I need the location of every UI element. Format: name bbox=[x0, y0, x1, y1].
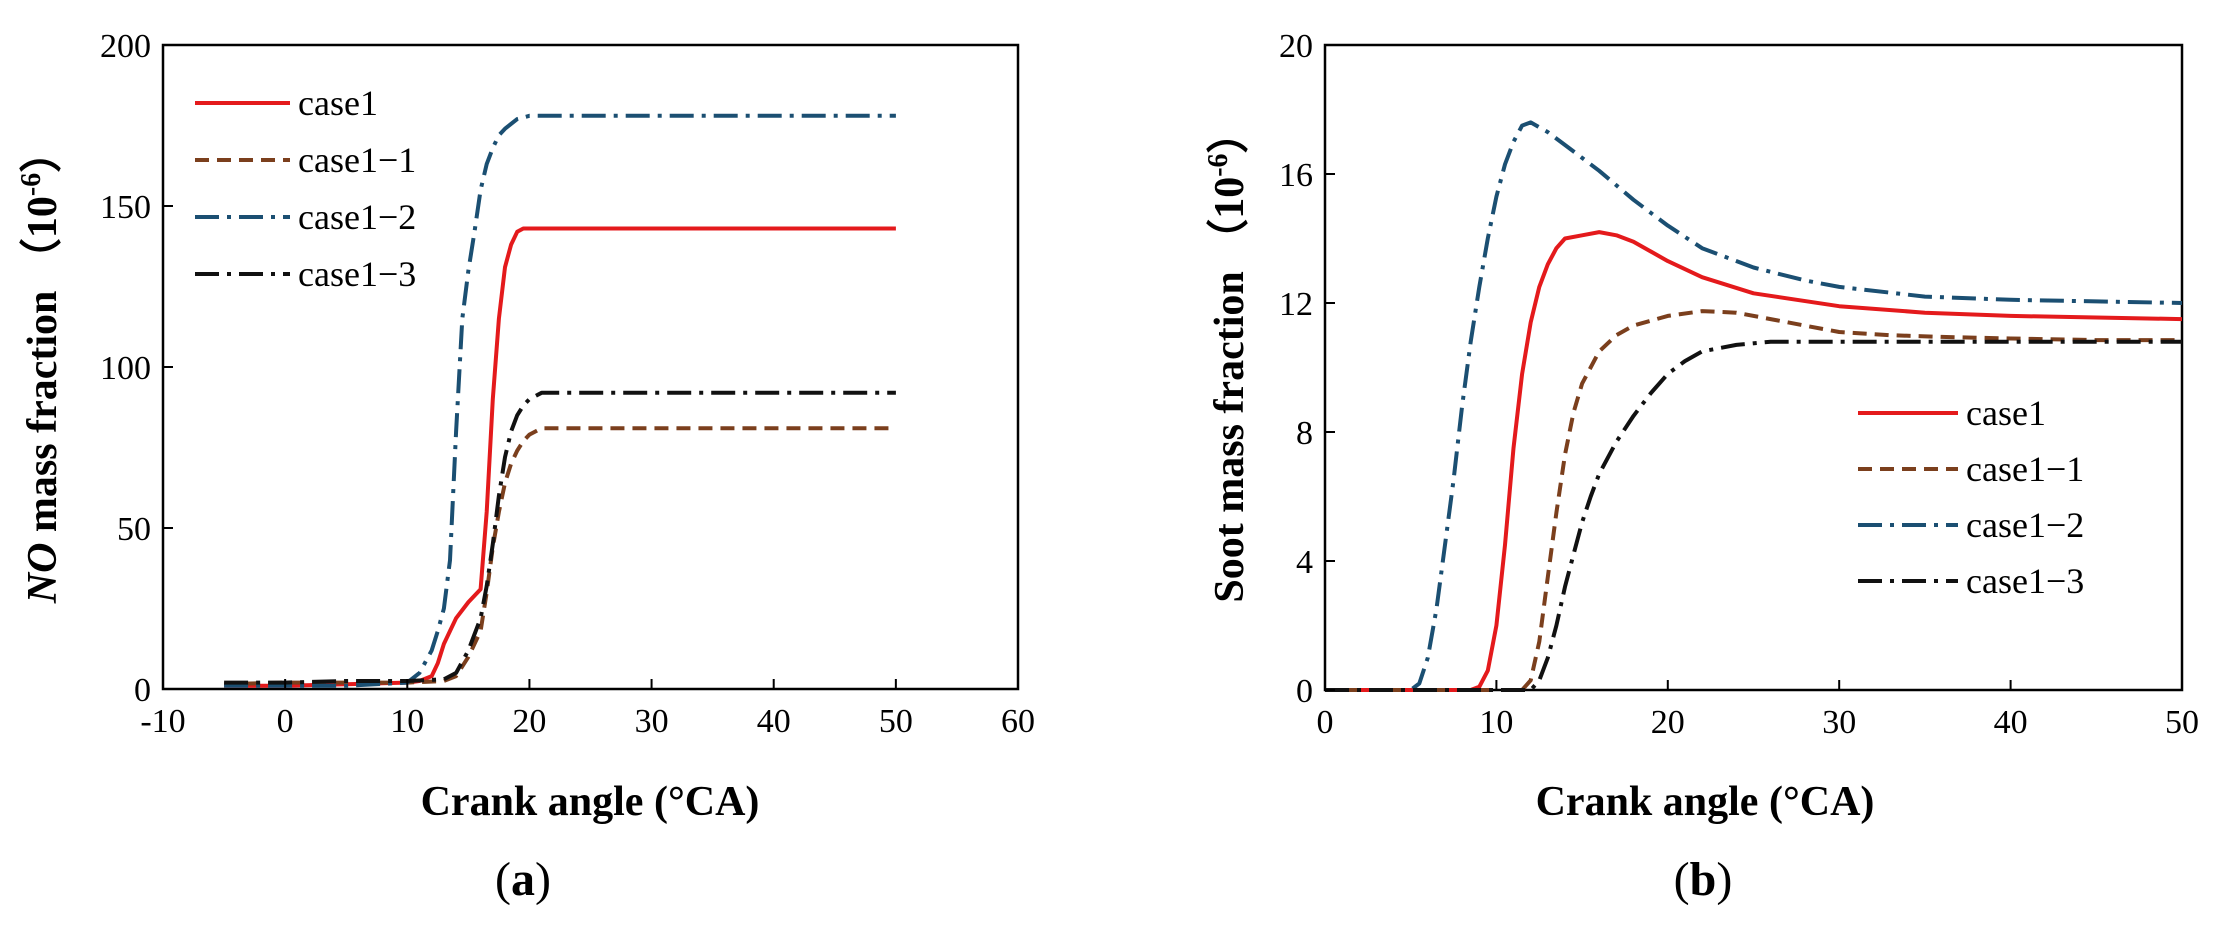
panel-a-y-axis-title-close: ） bbox=[19, 131, 66, 173]
panel-a-y-tick-label-1: 50 bbox=[117, 511, 151, 548]
panel-b-legend: case1 case1−1 case1−2 case1−3 bbox=[1858, 393, 2084, 601]
panel-a-series-case1 bbox=[224, 226, 896, 688]
panel-a-x-tick-label-0: -10 bbox=[140, 703, 185, 740]
panel-b-series-case1-3 bbox=[1325, 339, 2182, 692]
panel-b-y-tick-label-1: 4 bbox=[1296, 544, 1313, 581]
panel-b-series-case1-1 bbox=[1325, 309, 2182, 692]
panel-a-y-axis-title-prefix: NO bbox=[20, 543, 66, 605]
panel-a-legend-label-case1-1: case1−1 bbox=[298, 140, 416, 180]
panel-a-x-tick-label-3: 20 bbox=[512, 703, 546, 740]
panel-a-x-tick-label-2: 10 bbox=[390, 703, 424, 740]
panel-b-legend-label-case1: case1 bbox=[1966, 393, 2046, 433]
panel-a-legend: case1 case1−1 case1−2 case1−3 bbox=[195, 83, 416, 294]
panel-b-series-layer bbox=[1325, 120, 2183, 692]
panel-a-y-tick-label-3: 150 bbox=[100, 189, 151, 226]
panel-b-y-tick-label-4: 16 bbox=[1279, 157, 1313, 194]
panel-b-x-axis-title: Crank angle (°CA) bbox=[1536, 779, 1875, 825]
panel-b-x-tick-label-4: 40 bbox=[1994, 704, 2028, 741]
panel-b-y-tick-label-5: 20 bbox=[1279, 28, 1313, 65]
panel-b-y-axis-title: Soot mass fraction （10-6） bbox=[1203, 111, 1253, 602]
panel-a-x-tick-label-1: 0 bbox=[277, 703, 294, 740]
panel-a-legend-label-case1-2: case1−2 bbox=[298, 197, 416, 237]
panel-a-y-tick-label-0: 0 bbox=[134, 672, 151, 709]
panel-b-legend-label-case1-1: case1−1 bbox=[1966, 449, 2084, 489]
panel-b-y-tick-label-0: 0 bbox=[1296, 673, 1313, 710]
panel-a-legend-label-case1: case1 bbox=[298, 83, 378, 123]
panel-b-series-case1-2 bbox=[1325, 120, 2183, 692]
panel-a-x-tick-label-4: 30 bbox=[635, 703, 669, 740]
panel-b-soot-chart: 0 10 20 30 40 50 0 4 8 12 16 20 Crank angle (°CA) S… bbox=[1203, 28, 2199, 906]
panel-b-x-tick-label-2: 20 bbox=[1651, 704, 1685, 741]
panel-b-y-tick-label-3: 12 bbox=[1279, 286, 1313, 323]
panel-a-series-case1-3 bbox=[224, 390, 896, 685]
panel-b-y-axis-title-main: Soot mass fraction （10 bbox=[1206, 177, 1253, 603]
panel-a-x-tick-label-6: 50 bbox=[879, 703, 913, 740]
panel-a-y-axis-title-main: mass fraction （10 bbox=[19, 196, 66, 542]
panel-b-label: (b) bbox=[1674, 853, 1733, 906]
panel-a-series-case1-1 bbox=[224, 426, 896, 687]
panel-b-y-axis-title-close: ） bbox=[1206, 111, 1253, 153]
panel-a-y-tick-label-4: 200 bbox=[100, 28, 151, 65]
panel-a-y-tick-label-2: 100 bbox=[100, 350, 151, 387]
panel-b-legend-label-case1-3: case1−3 bbox=[1966, 561, 2084, 601]
panel-a-series-case1-2 bbox=[224, 113, 896, 688]
panel-b-plot-frame bbox=[1323, 43, 2184, 692]
panel-a-x-axis-title: Crank angle (°CA) bbox=[421, 779, 760, 825]
panel-a-plot-frame bbox=[161, 43, 1020, 691]
panel-b-y-tick-label-2: 8 bbox=[1296, 415, 1313, 452]
panel-a-x-tick-label-7: 60 bbox=[1001, 703, 1035, 740]
panel-b-label-letter: b bbox=[1690, 853, 1717, 906]
panel-a-x-tick-label-5: 40 bbox=[757, 703, 791, 740]
panel-a-y-axis-title: NO mass fraction （10-6） bbox=[16, 131, 66, 604]
panel-a-label: (a) bbox=[495, 853, 551, 906]
panel-a-series-layer bbox=[224, 113, 896, 688]
panel-b-x-tick-label-3: 30 bbox=[1822, 704, 1856, 741]
panel-b-x-tick-label-5: 50 bbox=[2165, 704, 2199, 741]
panel-b-x-tick-label-1: 10 bbox=[1479, 704, 1513, 741]
panel-a-legend-label-case1-3: case1−3 bbox=[298, 254, 416, 294]
panel-b-x-tick-label-0: 0 bbox=[1317, 704, 1334, 741]
panel-b-legend-label-case1-2: case1−2 bbox=[1966, 505, 2084, 545]
panel-a-y-axis-title-exponent: -6 bbox=[16, 173, 47, 196]
panel-a-label-letter: a bbox=[511, 853, 535, 906]
panel-b-axis-ticks: 0 10 20 30 40 50 0 4 8 12 16 20 bbox=[1279, 28, 2199, 741]
panel-b-series-case1 bbox=[1325, 230, 2183, 692]
panel-b-y-axis-title-exponent: -6 bbox=[1203, 153, 1234, 176]
